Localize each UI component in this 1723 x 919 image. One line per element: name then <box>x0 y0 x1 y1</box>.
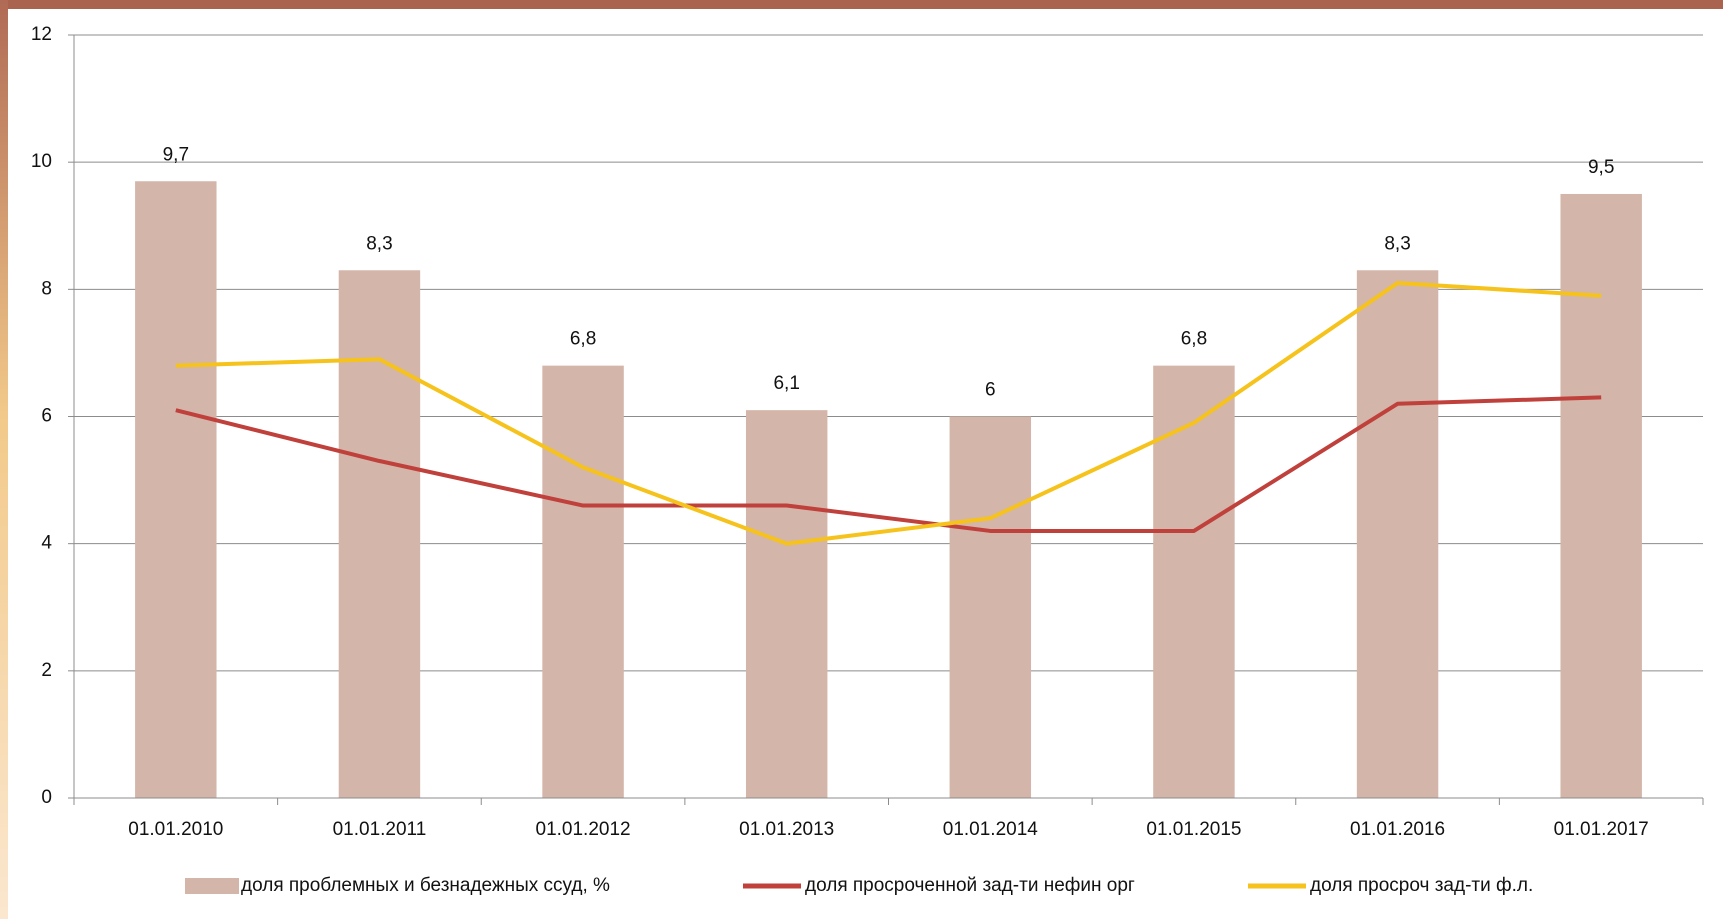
bar <box>135 181 217 798</box>
data-label: 9,5 <box>1588 157 1614 178</box>
data-label: 6 <box>985 380 996 401</box>
line <box>175 395 1602 533</box>
y-tick-label: 0 <box>41 787 52 808</box>
bar <box>1153 365 1235 798</box>
data-label: 6,1 <box>773 373 799 394</box>
x-tick-label: 01.01.2017 <box>1554 819 1649 840</box>
bar <box>745 410 828 798</box>
data-label: 8,3 <box>1384 233 1410 254</box>
bar <box>542 365 624 798</box>
side-border <box>0 0 8 919</box>
y-tick-label: 2 <box>41 660 52 681</box>
x-tick-label: 01.01.2011 <box>333 819 427 840</box>
y-tick-label: 8 <box>41 278 52 299</box>
legend-label: доля просроченной зад-ти нефин орг <box>805 875 1135 896</box>
bar <box>949 416 1032 798</box>
y-tick-label: 10 <box>31 151 52 172</box>
x-tick-label: 01.01.2013 <box>739 819 834 840</box>
x-tick-label: 01.01.2010 <box>128 819 223 840</box>
y-tick-label: 12 <box>31 24 52 45</box>
top-border <box>0 0 1723 9</box>
bar <box>1560 193 1642 799</box>
legend-label: доля просроч зад-ти ф.л. <box>1310 875 1533 896</box>
y-tick-label: 6 <box>41 406 52 427</box>
line <box>175 280 1602 546</box>
data-label: 6,8 <box>1181 329 1207 350</box>
legend-label: доля проблемных и безнадежных ссуд, % <box>241 875 610 896</box>
x-tick-label: 01.01.2012 <box>536 819 631 840</box>
data-label: 8,3 <box>366 233 392 254</box>
data-label: 9,7 <box>163 144 189 165</box>
x-tick-label: 01.01.2014 <box>943 819 1039 840</box>
x-tick-label: 01.01.2016 <box>1350 819 1445 840</box>
y-tick-label: 4 <box>41 533 52 554</box>
x-tick-label: 01.01.2015 <box>1146 819 1241 840</box>
bar <box>338 270 421 799</box>
legend-swatch <box>185 878 239 894</box>
data-label: 6,8 <box>570 329 596 350</box>
bar <box>1356 270 1439 799</box>
